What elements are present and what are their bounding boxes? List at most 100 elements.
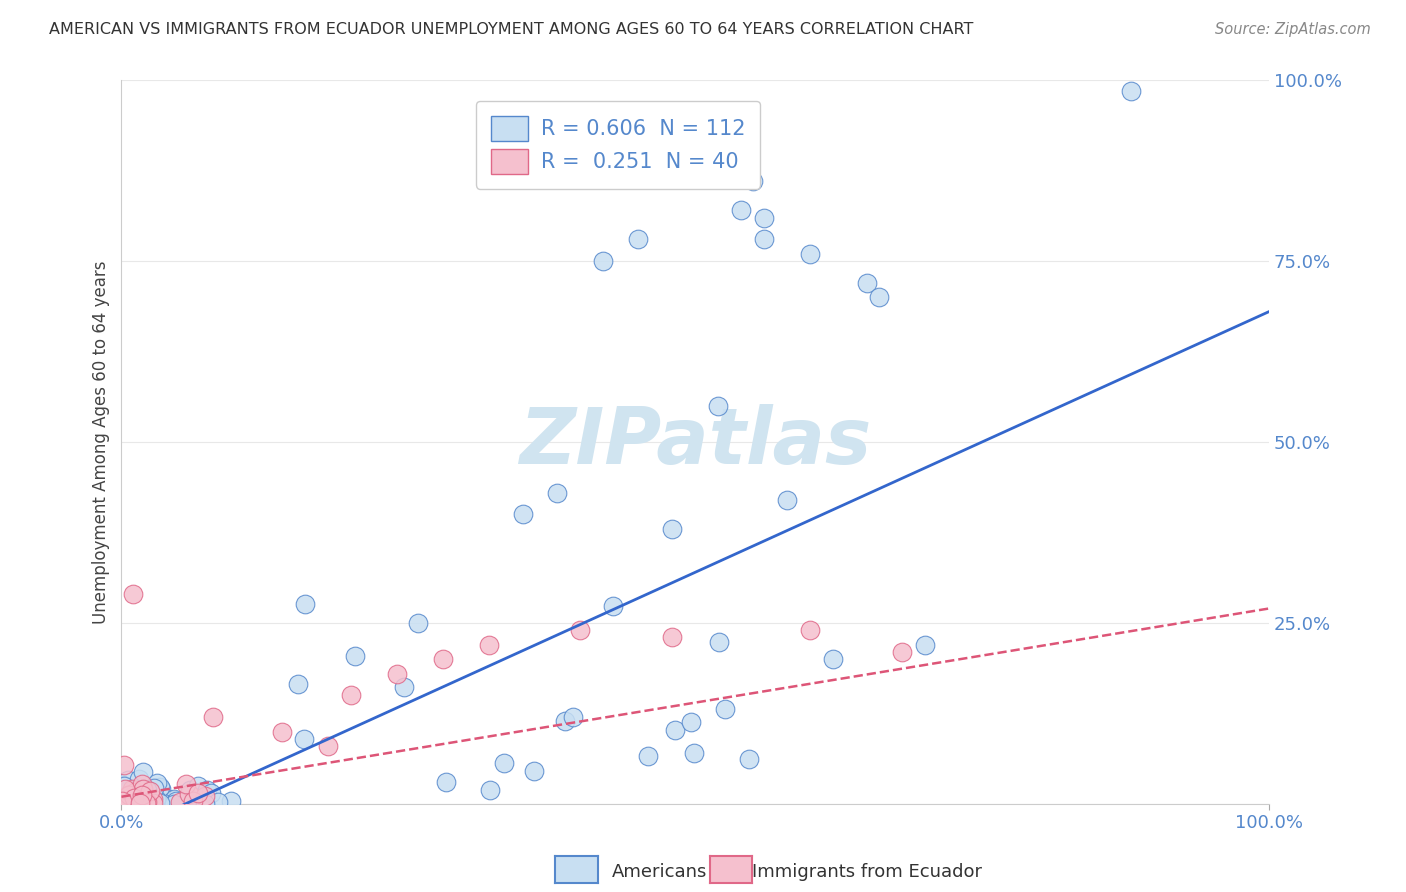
Point [132, 795, 155, 809]
Point [142, 792, 165, 806]
Point [135, 796, 157, 810]
Point [681, 715, 703, 730]
Point [132, 796, 155, 810]
Point [523, 764, 546, 779]
Text: Source: ZipAtlas.com: Source: ZipAtlas.com [1215, 22, 1371, 37]
Y-axis label: Unemployment Among Ages 60 to 64 years: Unemployment Among Ages 60 to 64 years [93, 260, 110, 624]
Point [128, 772, 150, 787]
Point [112, 778, 135, 792]
Point [117, 788, 139, 802]
Point [174, 777, 197, 791]
Point [110, 796, 132, 810]
Point [115, 783, 138, 797]
Point [741, 174, 763, 188]
Point [131, 793, 153, 807]
Point [114, 797, 136, 811]
Point [194, 797, 217, 811]
Point [118, 790, 141, 805]
Point [111, 794, 134, 808]
Point [219, 794, 242, 808]
Point [344, 648, 367, 663]
Point [128, 797, 150, 811]
Point [121, 790, 143, 805]
Point [799, 246, 821, 260]
Point [163, 791, 186, 805]
Point [117, 786, 139, 800]
Point [125, 794, 148, 808]
Point [131, 764, 153, 779]
Point [179, 796, 201, 810]
Point [112, 758, 135, 772]
Point [152, 797, 174, 811]
Point [153, 796, 176, 810]
Point [145, 792, 167, 806]
Point [478, 638, 501, 652]
Point [122, 796, 145, 810]
Point [143, 780, 166, 795]
Point [187, 779, 209, 793]
Point [340, 689, 363, 703]
Point [821, 652, 844, 666]
Point [120, 784, 142, 798]
Point [131, 789, 153, 803]
Point [177, 787, 200, 801]
Point [292, 731, 315, 746]
Point [562, 710, 585, 724]
Point [494, 756, 516, 771]
Point [139, 783, 162, 797]
Point [169, 795, 191, 809]
Point [118, 795, 141, 809]
Point [287, 677, 309, 691]
Point [128, 796, 150, 810]
Point [478, 783, 501, 797]
Point [121, 788, 143, 802]
Point [157, 791, 180, 805]
Point [111, 792, 134, 806]
Point [602, 599, 624, 613]
Point [131, 777, 153, 791]
Point [112, 791, 135, 805]
Point [112, 792, 135, 806]
Point [197, 783, 219, 797]
Point [316, 739, 339, 753]
Point [181, 794, 204, 808]
Point [914, 638, 936, 652]
Point [752, 211, 775, 225]
Text: Americans: Americans [612, 863, 707, 881]
Point [121, 793, 143, 807]
Point [664, 723, 686, 738]
Point [129, 796, 152, 810]
Point [127, 793, 149, 807]
Point [165, 794, 187, 808]
Point [294, 597, 316, 611]
Point [547, 485, 569, 500]
Point [569, 624, 592, 638]
Point [127, 797, 149, 811]
Point [868, 290, 890, 304]
Point [111, 796, 134, 810]
Point [434, 774, 457, 789]
Point [707, 399, 730, 413]
Point [776, 492, 799, 507]
Point [131, 782, 153, 797]
Point [118, 786, 141, 800]
Point [120, 781, 142, 796]
Point [202, 710, 225, 724]
Point [637, 749, 659, 764]
Point [200, 786, 222, 800]
Point [128, 797, 150, 811]
Point [129, 782, 152, 797]
Point [134, 796, 156, 810]
Point [114, 781, 136, 796]
Point [118, 789, 141, 803]
Point [136, 782, 159, 797]
Text: AMERICAN VS IMMIGRANTS FROM ECUADOR UNEMPLOYMENT AMONG AGES 60 TO 64 YEARS CORRE: AMERICAN VS IMMIGRANTS FROM ECUADOR UNEM… [49, 22, 973, 37]
Point [142, 791, 165, 805]
Point [127, 790, 149, 805]
Point [683, 747, 706, 761]
Point [730, 160, 752, 174]
Point [146, 795, 169, 809]
Point [592, 254, 614, 268]
Point [554, 714, 576, 728]
Point [121, 789, 143, 803]
